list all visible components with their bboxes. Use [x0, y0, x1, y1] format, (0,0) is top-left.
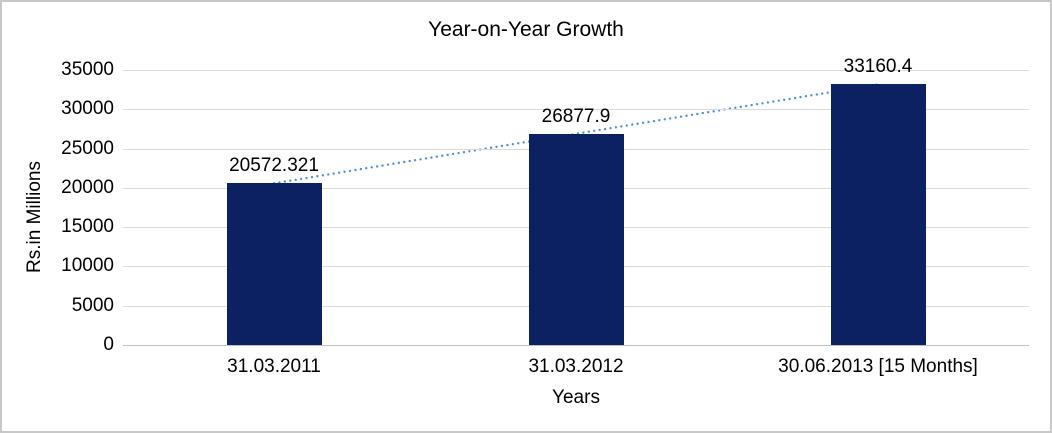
chart-title: Year-on-Year Growth	[428, 18, 624, 41]
y-tick-label: 25000	[61, 137, 114, 159]
x-tick-label: 31.03.2011	[227, 356, 321, 377]
y-tick-label: 20000	[61, 176, 114, 198]
x-tick-label: 30.06.2013 [15 Months]	[778, 356, 978, 377]
gridline	[123, 70, 1029, 71]
y-tick-label: 5000	[71, 294, 114, 316]
data-label: 26877.9	[541, 105, 611, 127]
gridline	[123, 109, 1029, 111]
x-tick-label: 31.03.2012	[528, 356, 624, 377]
bar	[528, 133, 624, 345]
plot-area	[123, 70, 1029, 346]
data-label: 20572.321	[229, 155, 319, 177]
x-axis-title: Years	[552, 387, 600, 408]
y-tick-label: 0	[103, 334, 114, 355]
y-tick-label: 10000	[61, 255, 114, 277]
bar	[226, 183, 322, 345]
x-axis-line	[123, 345, 1029, 346]
y-tick-label: 30000	[61, 98, 114, 120]
y-tick-label: 35000	[61, 59, 114, 80]
y-axis-tick-labels: 0 5000 10000 15000 20000 25000 30000 35000	[2, 59, 114, 355]
data-label: 33160.4	[843, 56, 913, 78]
bar	[830, 84, 926, 345]
y-tick-label: 15000	[61, 216, 114, 238]
